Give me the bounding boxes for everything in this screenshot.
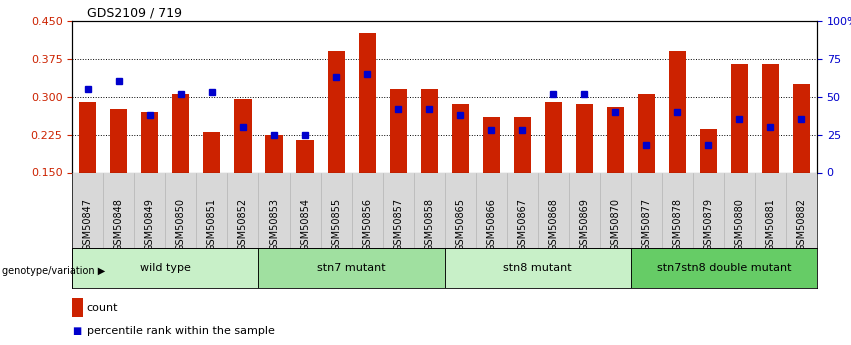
Bar	[173, 94, 190, 172]
Bar	[79, 102, 96, 172]
Bar	[452, 104, 469, 172]
Bar	[72, 248, 259, 288]
Bar	[631, 248, 817, 288]
Bar	[762, 64, 779, 172]
Bar	[111, 109, 128, 172]
Bar	[731, 64, 748, 172]
Bar	[444, 248, 631, 288]
Text: ■: ■	[72, 326, 82, 336]
Bar	[637, 94, 655, 172]
Bar	[390, 89, 407, 172]
Bar	[514, 117, 531, 172]
Bar	[259, 248, 444, 288]
Bar	[793, 84, 810, 172]
Text: percentile rank within the sample: percentile rank within the sample	[87, 326, 275, 336]
Bar	[203, 132, 220, 172]
Bar	[483, 117, 500, 172]
Bar	[234, 99, 252, 172]
Bar	[328, 51, 345, 172]
Bar	[266, 135, 283, 172]
Bar	[141, 112, 158, 172]
Text: wild type: wild type	[140, 263, 191, 273]
Bar	[700, 129, 717, 172]
Text: stn8 mutant: stn8 mutant	[504, 263, 572, 273]
Bar	[545, 102, 562, 172]
Bar	[296, 140, 313, 172]
Bar	[607, 107, 624, 172]
Text: GDS2109 / 719: GDS2109 / 719	[88, 7, 182, 20]
Text: stn7stn8 double mutant: stn7stn8 double mutant	[657, 263, 791, 273]
Text: stn7 mutant: stn7 mutant	[317, 263, 386, 273]
Bar	[358, 33, 375, 172]
Bar	[669, 51, 686, 172]
Bar	[420, 89, 437, 172]
Text: count: count	[87, 303, 118, 313]
Text: genotype/variation ▶: genotype/variation ▶	[2, 266, 105, 276]
Bar	[576, 104, 593, 172]
